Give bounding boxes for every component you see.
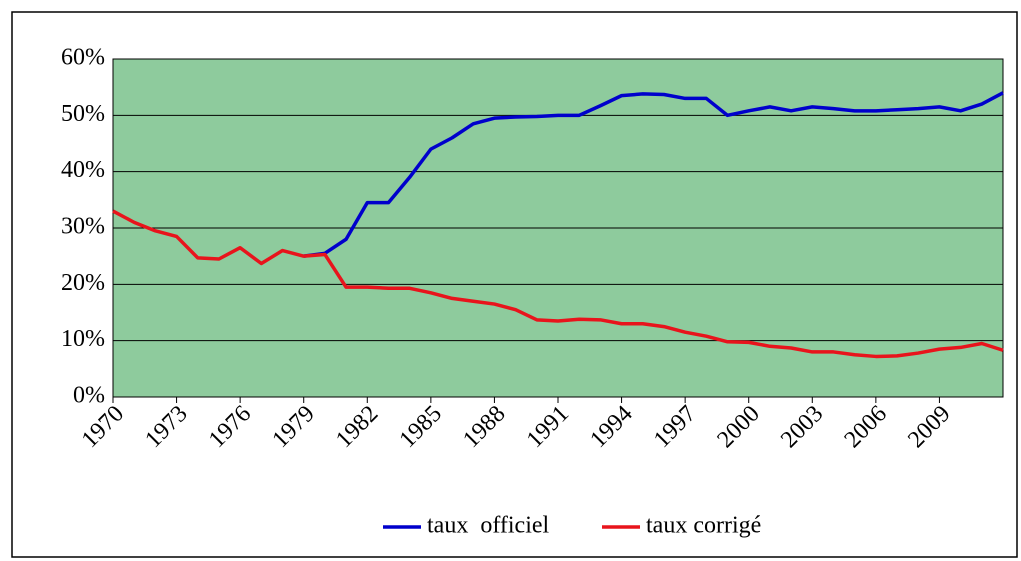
- y-tick-label: 50%: [61, 101, 105, 127]
- series-line: [112, 209, 1004, 359]
- legend-label: taux officiel: [427, 513, 550, 539]
- y-tick-label: 30%: [61, 214, 105, 240]
- y-tick-label: 10%: [61, 326, 105, 352]
- y-tick-label: 0%: [73, 383, 105, 409]
- legend-label: taux corrigé: [646, 513, 761, 539]
- y-tick-label: 20%: [61, 270, 105, 296]
- y-tick-label: 40%: [61, 157, 105, 183]
- series-line: [303, 91, 1004, 258]
- y-tick-label: 60%: [61, 45, 105, 71]
